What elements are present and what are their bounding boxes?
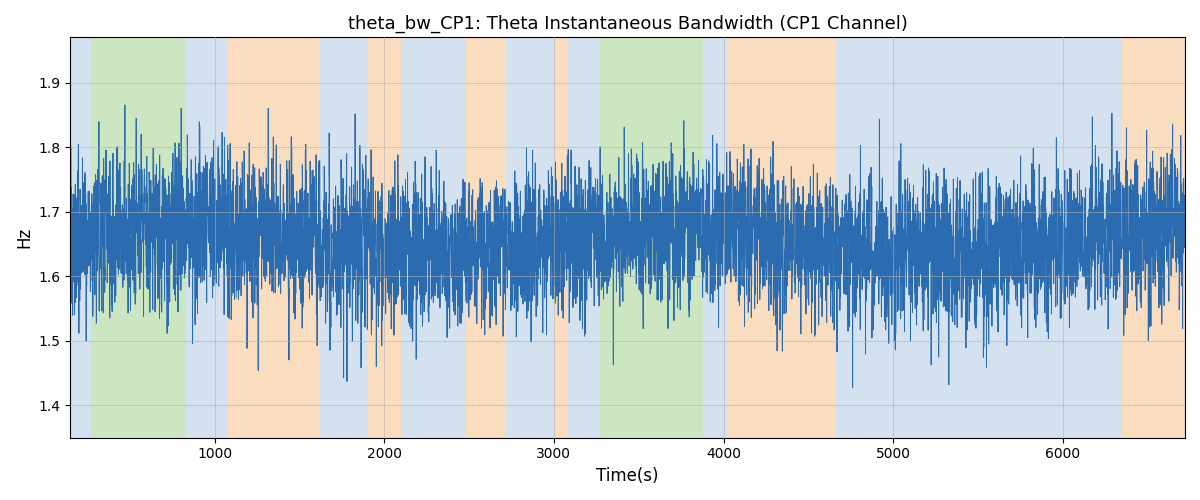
Bar <box>554 38 568 438</box>
Bar <box>319 38 367 438</box>
Y-axis label: Hz: Hz <box>14 227 32 248</box>
Bar <box>835 38 995 438</box>
X-axis label: Time(s): Time(s) <box>596 467 659 485</box>
Bar <box>401 38 466 438</box>
Bar <box>228 38 319 438</box>
Bar <box>600 38 703 438</box>
Bar <box>568 38 600 438</box>
Bar <box>71 38 91 438</box>
Bar <box>995 38 1122 438</box>
Bar <box>466 38 506 438</box>
Bar <box>186 38 228 438</box>
Bar <box>727 38 835 438</box>
Bar <box>703 38 727 438</box>
Bar <box>506 38 554 438</box>
Bar <box>367 38 401 438</box>
Bar <box>91 38 186 438</box>
Title: theta_bw_CP1: Theta Instantaneous Bandwidth (CP1 Channel): theta_bw_CP1: Theta Instantaneous Bandwi… <box>348 15 907 34</box>
Bar <box>1122 38 1186 438</box>
